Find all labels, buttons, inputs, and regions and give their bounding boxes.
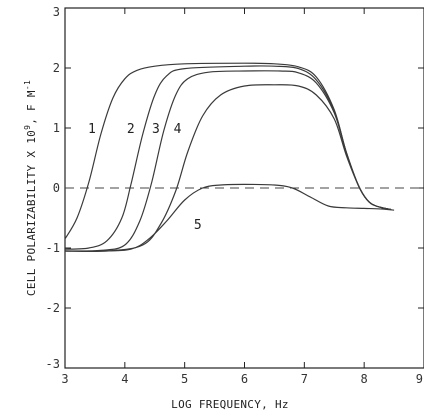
y-tick-label: 3: [53, 5, 60, 19]
curve-2: [64, 65, 392, 250]
y-tick-label: -1: [46, 241, 60, 255]
curve-label-2: 2: [127, 122, 135, 137]
curve-label-3: 3: [152, 122, 160, 137]
axis-ticks: [64, 7, 424, 369]
x-tick-label: 8: [361, 372, 368, 386]
x-tick-label: 4: [121, 372, 128, 386]
y-axis-title-unit-exponent: -1: [23, 80, 32, 90]
x-tick-label: 7: [301, 372, 308, 386]
x-tick-label: 5: [181, 372, 188, 386]
curve-labels: 1 2 3 4 5: [88, 122, 202, 233]
y-tick-label: -2: [46, 301, 60, 315]
x-tick-label: 3: [61, 372, 68, 386]
curves: [64, 62, 395, 253]
y-tick-label: 2: [53, 61, 60, 75]
curve-1: [64, 62, 392, 240]
x-tick-label: 6: [241, 372, 248, 386]
y-tick-label: 1: [53, 121, 60, 135]
y-axis-title: CELL POLARIZABILITY X 109, F M-1: [23, 80, 38, 296]
curve-label-1: 1: [88, 122, 96, 137]
y-tick-label: -3: [46, 357, 60, 371]
curve-4: [64, 84, 392, 253]
curve-label-4: 4: [174, 122, 182, 137]
y-axis-title-main: CELL POLARIZABILITY X 10: [25, 130, 38, 296]
curve-3: [64, 70, 392, 252]
x-tick-label: 9: [416, 372, 423, 386]
x-axis-title: LOG FREQUENCY, Hz: [171, 398, 289, 411]
curve-label-5: 5: [194, 218, 202, 233]
curve-5: [64, 183, 395, 252]
y-axis-title-exponent: 9: [23, 125, 32, 130]
y-tick-label: 0: [53, 181, 60, 195]
y-axis-title-units: , F M: [25, 90, 38, 125]
